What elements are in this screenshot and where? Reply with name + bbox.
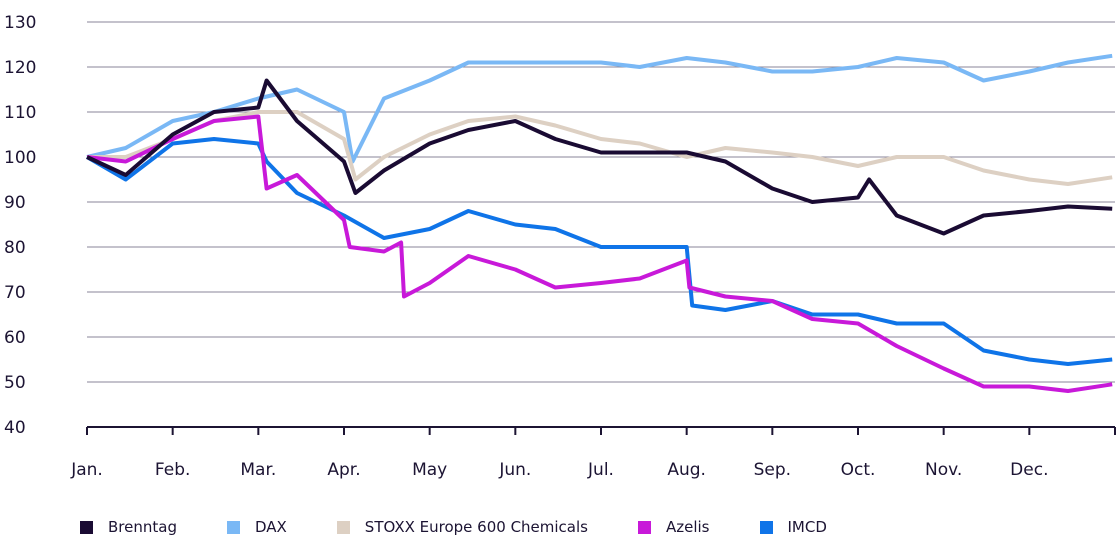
legend-label: Brenntag <box>108 518 177 536</box>
legend-swatch <box>637 520 651 534</box>
y-tick-label: 60 <box>4 328 26 348</box>
line-chart: 40 50 60 70 80 90 100 110 120 130 Jan. Feb. Mar. Apr.… <box>4 13 1116 480</box>
legend-item-azelis: Azelis <box>637 518 710 536</box>
y-tick-label: 100 <box>4 148 36 168</box>
legend-item-dax: DAX <box>226 518 287 536</box>
y-tick-label: 50 <box>4 373 26 393</box>
series-line-dax <box>86 53 1113 164</box>
legend-item-imcd: IMCD <box>759 518 827 536</box>
x-tick-label: Jan. <box>70 460 103 480</box>
y-tick-label: 120 <box>4 58 36 78</box>
series-line-azelis <box>86 114 1113 393</box>
legend-item-brenntag: Brenntag <box>80 518 177 536</box>
x-tick-label: May <box>412 460 447 480</box>
y-tick-label: 70 <box>4 283 26 303</box>
legend-swatch <box>336 520 350 534</box>
x-tick-label: Nov. <box>925 460 962 480</box>
x-tick-label: Mar. <box>240 460 276 480</box>
legend-swatch <box>80 520 93 534</box>
legend-item-stoxx: STOXX Europe 600 Chemicals <box>336 518 588 536</box>
x-tick-label: Sep. <box>754 460 791 480</box>
series-line-stoxx-europe-600-chemicals <box>87 110 1113 186</box>
x-tick-label: Aug. <box>667 460 706 480</box>
x-tick-label: Oct. <box>841 460 876 480</box>
legend-label: IMCD <box>787 518 827 536</box>
series-line-brenntag <box>86 78 1113 236</box>
legend-label: Azelis <box>665 518 710 536</box>
legend-label: DAX <box>254 518 287 536</box>
legend-swatch <box>759 520 773 534</box>
x-tick-label: Feb. <box>155 460 191 480</box>
x-tick-label: Dec. <box>1010 460 1048 480</box>
legend: Brenntag DAX STOXX Europe 600 Chemicals … <box>80 518 877 536</box>
x-tick-label: Apr. <box>327 460 360 480</box>
y-tick-label: 90 <box>4 193 26 213</box>
legend-swatch <box>226 520 240 534</box>
y-tick-label: 80 <box>4 238 26 258</box>
series-line-imcd <box>85 137 1113 366</box>
legend-label: STOXX Europe 600 Chemicals <box>364 518 588 536</box>
y-tick-label: 40 <box>4 418 26 438</box>
x-tick-label: Jul. <box>587 460 614 480</box>
y-tick-label: 110 <box>4 103 36 123</box>
y-tick-label: 130 <box>4 13 36 33</box>
x-tick-label: Jun. <box>498 460 531 480</box>
